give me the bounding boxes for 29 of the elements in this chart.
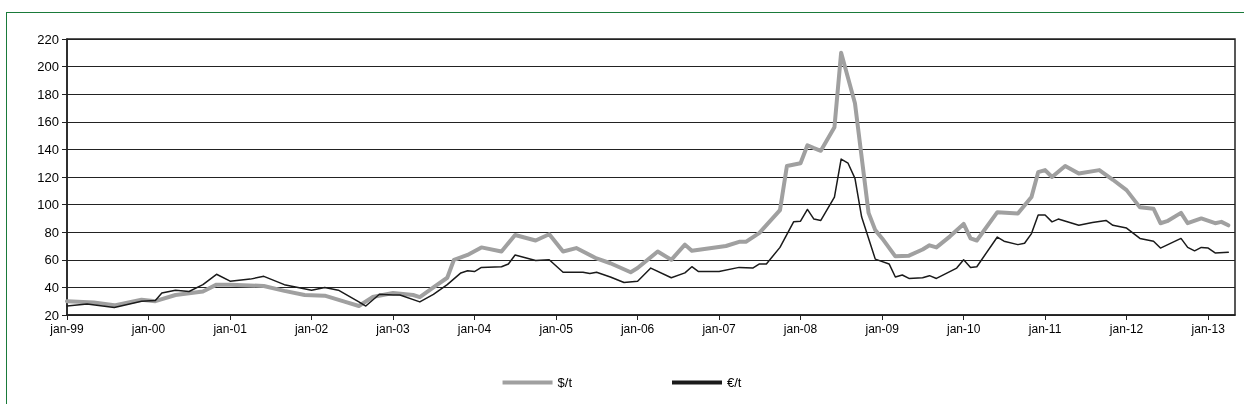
y-tick-label: 100 [37, 197, 59, 213]
y-tick-label: 140 [37, 141, 59, 157]
x-tick-label: jan-99 [49, 322, 84, 336]
x-tick-label: jan-06 [619, 322, 655, 336]
x-tick-label: jan-07 [701, 322, 737, 336]
x-tick-label: jan-08 [782, 322, 818, 336]
x-tick-label: jan-01 [212, 322, 248, 336]
x-tick-label: jan-09 [864, 322, 900, 336]
x-tick-label: jan-00 [130, 322, 166, 336]
legend-label: €/t [727, 375, 742, 390]
y-tick-label: 180 [37, 86, 59, 102]
y-tick-label: 60 [44, 252, 59, 268]
x-tick-label: jan-10 [945, 322, 981, 336]
x-tick-label: jan-02 [293, 322, 329, 336]
x-tick-label: jan-05 [538, 322, 574, 336]
y-tick-label: 220 [37, 31, 59, 47]
x-tick-label: jan-12 [1108, 322, 1144, 336]
y-tick-label: 200 [37, 59, 59, 75]
y-tick-label: 20 [44, 307, 59, 323]
y-tick-label: 40 [44, 279, 59, 295]
y-tick-label: 80 [44, 224, 59, 240]
y-tick-label: 120 [37, 169, 59, 185]
x-tick-label: jan-04 [456, 322, 492, 336]
x-tick-label: jan-03 [375, 322, 411, 336]
x-tick-label: jan-13 [1190, 322, 1226, 336]
y-tick-label: 160 [37, 114, 59, 130]
legend-label: $/t [557, 375, 573, 390]
x-tick-label: jan-11 [1027, 322, 1062, 336]
line-series [65, 50, 1231, 309]
